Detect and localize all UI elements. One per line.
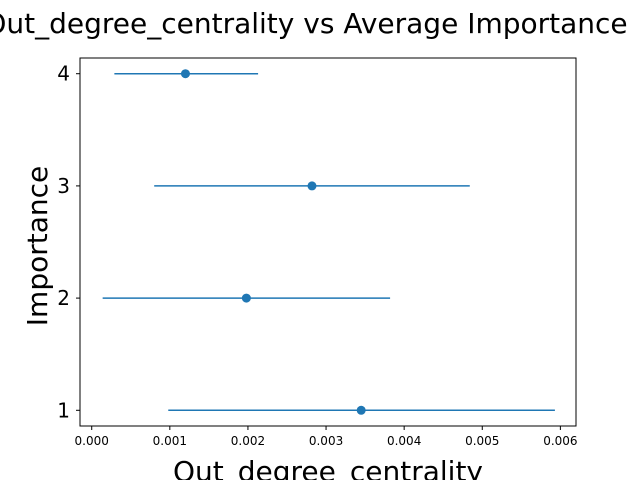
data-point — [180, 69, 190, 79]
data-point — [356, 405, 366, 415]
y-tick-label: 1 — [57, 398, 70, 422]
y-tick-label: 2 — [57, 286, 70, 310]
x-tick-label: 0.002 — [231, 434, 265, 448]
x-tick-label: 0.003 — [309, 434, 343, 448]
y-axis: 1 2 3 4 — [57, 62, 80, 422]
chart-title: Out_degree_centrality vs Average Importa… — [0, 7, 628, 40]
x-tick-label: 0.006 — [543, 434, 577, 448]
data-series — [102, 69, 555, 415]
y-tick-label: 3 — [57, 174, 70, 198]
data-point — [307, 181, 317, 191]
y-axis-label: Importance — [21, 166, 54, 326]
x-tick-label: 0.001 — [153, 434, 187, 448]
plot-frame — [79, 57, 577, 427]
plot-area: 0.000 0.001 0.002 0.003 0.004 0.005 0.006 1 2 3 4 — [57, 57, 578, 448]
x-tick-label: 0.005 — [465, 434, 499, 448]
x-axis: 0.000 0.001 0.002 0.003 0.004 0.005 0.006 — [75, 426, 578, 448]
x-axis-label: Out_degree_centrality — [173, 455, 483, 480]
x-tick-label: 0.004 — [387, 434, 421, 448]
data-point — [241, 293, 251, 303]
y-tick-label: 4 — [57, 62, 70, 86]
x-tick-label: 0.000 — [75, 434, 109, 448]
